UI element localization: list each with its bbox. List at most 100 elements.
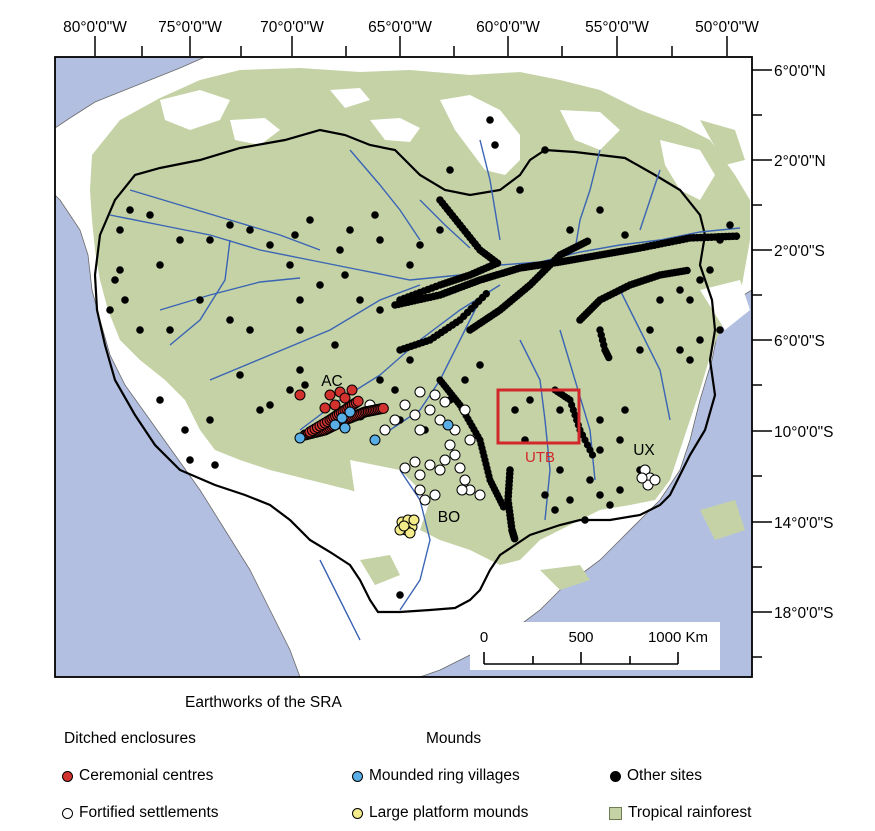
- fortified-settlement-marker: [636, 472, 648, 484]
- other-site-marker: [616, 486, 624, 494]
- other-site-marker: [296, 366, 304, 374]
- lat-label-2s: 2°0'0"S: [774, 243, 825, 260]
- lat-label-6s: 6°0'0"S: [774, 333, 825, 350]
- scale-bar: 0 500 1000 Km: [470, 622, 720, 670]
- other-site-marker: [482, 290, 490, 298]
- other-site-marker: [581, 516, 589, 524]
- other-site-marker: [206, 416, 214, 424]
- other-site-marker: [541, 146, 549, 154]
- other-site-marker: [566, 226, 574, 234]
- ceremonial-centre-marker: [346, 384, 358, 396]
- other-site-marker: [646, 326, 654, 334]
- lat-label-2n: 2°0'0"N: [774, 153, 826, 170]
- ring-village-marker: [336, 412, 348, 424]
- other-site-marker: [211, 461, 219, 469]
- fortified-settlement-marker: [456, 484, 468, 496]
- other-site-marker: [596, 206, 604, 214]
- fortified-settlement-marker: [409, 456, 421, 468]
- legend-group-mounds: Mounds: [426, 730, 482, 747]
- other-site-marker: [499, 503, 508, 511]
- other-site-marker: [396, 591, 404, 599]
- other-site-marker: [686, 356, 694, 364]
- other-site-marker: [476, 361, 484, 369]
- other-site-marker: [116, 266, 124, 274]
- other-site-marker: [296, 326, 304, 334]
- other-site-marker: [156, 396, 164, 404]
- lon-label-50w: 50°0'0"W: [695, 19, 759, 36]
- other-site-marker: [266, 241, 274, 249]
- ceremonial-centre-marker: [324, 389, 336, 401]
- fortified-settlement-marker: [464, 434, 476, 446]
- other-site-marker: [376, 376, 384, 384]
- other-site-marker: [676, 346, 684, 354]
- fortified-settlements-layer: [354, 386, 661, 506]
- fortified-settlement-marker: [399, 462, 411, 474]
- other-site-marker: [621, 406, 629, 414]
- other-site-marker: [596, 416, 604, 424]
- ring-village-dot-icon: [352, 770, 363, 782]
- ring-villages-layer: [294, 406, 454, 446]
- scale-label-0: 0: [480, 629, 488, 646]
- other-site-marker: [111, 276, 119, 284]
- lat-label-6n: 6°0'0"N: [774, 63, 826, 80]
- other-site-marker: [556, 466, 564, 474]
- lat-label-10s: 10°0'0"S: [774, 424, 833, 441]
- other-site-marker: [491, 141, 499, 149]
- fortified-settlement-marker: [429, 489, 441, 501]
- other-site-marker: [526, 396, 534, 404]
- longitude-labels: 80°0'0"W 75°0'0"W 70°0'0"W 65°0'0"W 60°0…: [63, 19, 759, 36]
- other-site-marker: [510, 534, 519, 543]
- latitude-labels: 6°0'0"N 2°0'0"N 2°0'0"S 6°0'0"S 10°0'0"S…: [774, 63, 833, 622]
- ring-village-marker: [294, 432, 306, 444]
- other-site-marker: [256, 406, 264, 414]
- utb-box: [496, 388, 581, 445]
- fortified-settlement-marker: [449, 449, 461, 461]
- ac-label: AC: [321, 373, 343, 390]
- other-site-marker: [286, 386, 294, 394]
- fortified-settlement-marker: [409, 409, 421, 421]
- ceremonial-centre-marker: [377, 402, 389, 414]
- ceremonial-centre-marker: [294, 389, 306, 401]
- fortified-settlement-marker: [414, 484, 426, 496]
- ceremonial-centre-marker: [339, 392, 351, 404]
- other-site-marker: [716, 326, 724, 334]
- ux-label: UX: [633, 442, 655, 459]
- lon-label-75w: 75°0'0"W: [158, 19, 222, 36]
- other-site-marker: [316, 281, 324, 289]
- lon-label-70w: 70°0'0"W: [260, 19, 324, 36]
- other-site-marker: [121, 296, 129, 304]
- fortified-settlement-marker: [414, 424, 426, 436]
- fortified-settlement-marker: [459, 474, 471, 486]
- fortified-settlement-marker: [439, 396, 451, 408]
- other-site-marker: [236, 371, 244, 379]
- fortified-settlement-marker: [429, 389, 441, 401]
- other-site-marker: [416, 241, 424, 249]
- other-site-marker: [391, 386, 399, 394]
- other-site-marker: [732, 232, 741, 240]
- legend-item-fortified: Fortified settlements: [62, 804, 219, 822]
- other-site-marker: [605, 353, 613, 362]
- lat-label-14s: 14°0'0"S: [774, 515, 833, 532]
- other-site-marker: [676, 286, 684, 294]
- other-site-marker: [583, 237, 592, 246]
- other-site-marker: [621, 231, 629, 239]
- other-site-marker: [566, 496, 574, 504]
- other-site-marker: [551, 506, 559, 514]
- other-site-marker: [636, 346, 644, 354]
- other-site-marker: [306, 216, 314, 224]
- other-site-marker: [683, 266, 691, 275]
- legend-item-other: Other sites: [610, 767, 702, 785]
- other-site-marker: [206, 236, 214, 244]
- other-site-marker: [346, 226, 354, 234]
- other-site-marker: [446, 166, 454, 174]
- fortified-settlement-marker: [459, 404, 471, 416]
- lon-label-60w: 60°0'0"W: [476, 19, 540, 36]
- ring-village-marker: [442, 419, 454, 431]
- other-site-marker: [556, 406, 564, 414]
- other-site-marker: [226, 221, 234, 229]
- other-site-marker: [606, 501, 614, 509]
- other-site-marker: [186, 456, 194, 464]
- lon-label-80w: 80°0'0"W: [63, 19, 127, 36]
- ceremonial-centre-marker: [329, 399, 341, 411]
